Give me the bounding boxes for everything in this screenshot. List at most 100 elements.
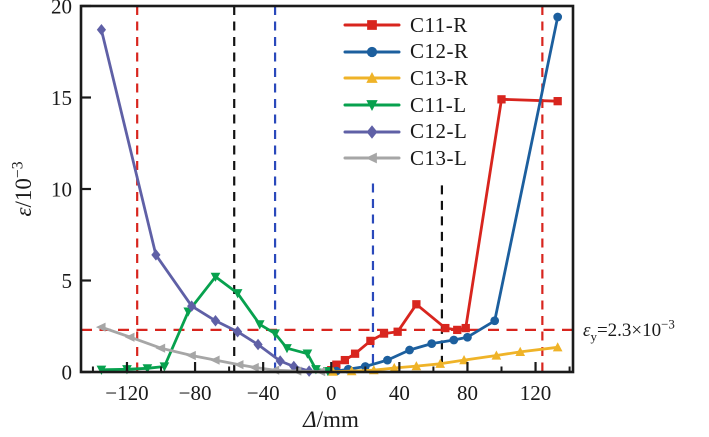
y-axis-label-exponent: −3	[9, 161, 27, 179]
marker-C12-R	[490, 316, 500, 326]
marker-C12-L	[275, 355, 285, 367]
marker-C11-R	[350, 349, 360, 358]
marker-C12-R	[553, 12, 563, 22]
marker-C11-R	[340, 355, 350, 365]
marker-C11-R	[366, 336, 375, 346]
y-axis-label-base: /10	[11, 178, 36, 208]
legend-label-c11-l: C11-L	[410, 92, 467, 117]
marker-C12-R	[427, 339, 437, 349]
marker-C13-R	[411, 361, 422, 371]
legend-label-c13-r: C13-R	[410, 65, 469, 90]
marker-C11-L	[270, 329, 280, 339]
legend-label-c12-r: C12-R	[410, 39, 469, 64]
marker-C13-R	[389, 362, 400, 373]
legend-swatch-marker	[367, 20, 377, 31]
x-axis-label: Δ/mm	[303, 407, 359, 433]
legend-item-c13-r: C13-R	[343, 65, 469, 92]
marker-C11-L	[96, 365, 107, 375]
chart-legend: C11-R C12-R C13-R C11-L C12-L C13-L	[343, 12, 469, 172]
marker-C11-L	[302, 349, 313, 359]
legend-label-c11-r: C11-R	[410, 12, 468, 37]
marker-C11-L	[254, 320, 265, 330]
y-tick-label: 0	[62, 361, 73, 385]
marker-C13-L	[249, 362, 259, 373]
x-tick-label: 40	[389, 381, 410, 405]
marker-C11-L	[159, 362, 170, 372]
marker-C11-L	[282, 344, 292, 354]
legend-swatch-c12-l	[343, 124, 401, 139]
legend-label-c13-l: C13-L	[410, 145, 468, 170]
x-tick-label: −80	[179, 381, 212, 405]
marker-C12-L	[233, 325, 243, 338]
marker-C12-R	[405, 345, 414, 355]
marker-C11-L	[210, 272, 221, 282]
y-tick-label: 5	[62, 269, 73, 293]
y-axis-label-symbol: ε	[11, 207, 36, 217]
x-tick-label: −120	[105, 381, 148, 405]
marker-C11-R	[497, 95, 506, 104]
legend-swatch-c12-r	[343, 46, 401, 58]
x-tick-label: 120	[520, 381, 552, 405]
legend-swatch-c13-r	[343, 72, 401, 84]
marker-C13-L	[155, 343, 166, 353]
legend-swatch-marker	[365, 152, 377, 164]
legend-swatch-marker	[366, 46, 378, 58]
marker-C13-L	[233, 360, 244, 370]
marker-C12-R	[383, 355, 392, 365]
marker-C13-L	[124, 332, 135, 342]
legend-item-c12-l: C12-L	[343, 118, 469, 145]
x-axis-label-unit: /mm	[316, 407, 359, 432]
marker-C11-R	[332, 360, 341, 369]
yield-strain-symbol: ε	[583, 320, 591, 341]
marker-C12-L	[96, 24, 107, 36]
marker-C13-L	[95, 322, 106, 332]
series-line-C12-R	[334, 15, 560, 373]
yield-strain-annotation: εy=2.3×10−3	[583, 316, 675, 344]
marker-C12-L	[289, 360, 299, 373]
legend-swatch-marker	[366, 72, 378, 84]
yield-strain-subscript: y	[590, 328, 597, 344]
legend-swatch-marker	[366, 100, 378, 112]
marker-C11-L	[311, 365, 321, 375]
yield-strain-exponent: −3	[661, 316, 675, 332]
marker-C12-L	[210, 315, 221, 327]
x-axis-label-symbol: Δ	[303, 407, 317, 432]
marker-C13-L	[186, 350, 196, 361]
marker-C12-R	[449, 335, 459, 345]
marker-C13-R	[435, 358, 446, 368]
y-tick-label: 15	[51, 86, 72, 110]
marker-C12-L	[253, 338, 263, 351]
marker-C13-R	[552, 342, 563, 352]
marker-C11-R	[412, 300, 421, 309]
marker-C13-R	[491, 350, 502, 360]
marker-C12-R	[463, 332, 472, 342]
marker-C13-R	[459, 355, 469, 365]
x-tick-label: −40	[247, 381, 280, 405]
marker-C11-R	[553, 97, 562, 106]
x-tick-label: 80	[457, 381, 478, 405]
yield-strain-value: =2.3×10	[596, 320, 662, 341]
marker-C13-L	[209, 355, 220, 365]
legend-item-c13-l: C13-L	[343, 145, 469, 172]
y-tick-label: 20	[51, 0, 72, 19]
series-line-C12-L	[100, 28, 311, 373]
marker-C11-L	[142, 364, 153, 374]
y-axis-label: ε/10−3	[9, 161, 37, 217]
series-line-C13-L	[100, 325, 323, 374]
marker-C12-L	[151, 249, 161, 261]
marker-C11-R	[393, 327, 402, 336]
x-tick-label: 0	[326, 381, 337, 405]
plot-frame	[79, 4, 575, 374]
legend-item-c12-r: C12-R	[343, 39, 469, 66]
legend-swatch-c11-l	[343, 100, 401, 112]
legend-swatch-c11-r	[343, 20, 401, 31]
marker-C11-R	[441, 323, 450, 333]
legend-swatch-c13-l	[343, 152, 401, 164]
marker-C11-L	[232, 289, 243, 299]
series-line-C13-R	[331, 345, 560, 374]
legend-item-c11-l: C11-L	[343, 92, 469, 119]
marker-C12-L	[187, 300, 197, 312]
marker-C11-R	[461, 323, 470, 333]
